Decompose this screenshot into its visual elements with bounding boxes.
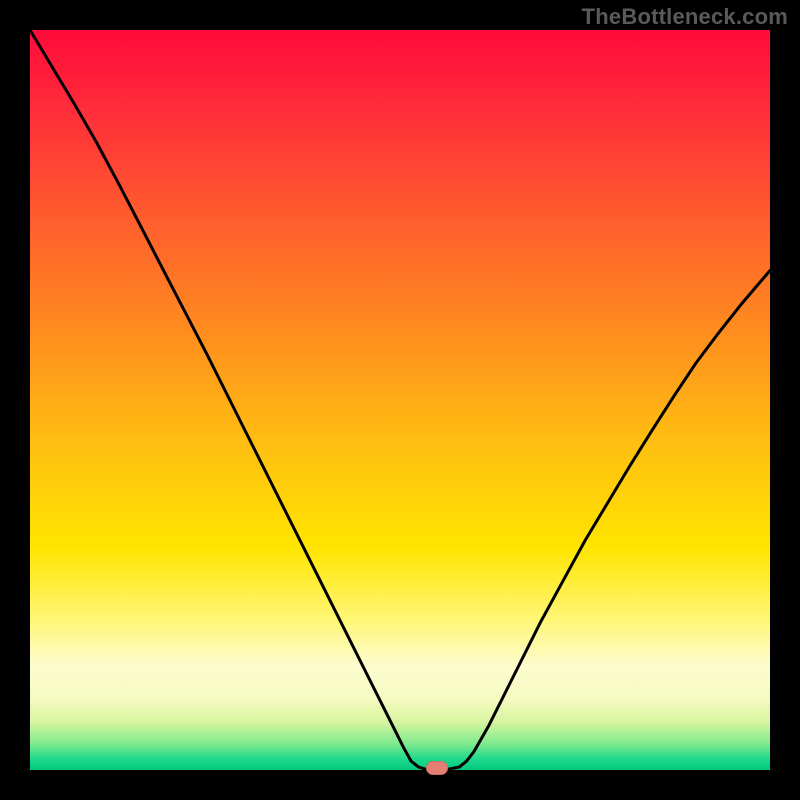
background-gradient	[30, 30, 770, 770]
curve-minimum-marker	[426, 761, 448, 775]
watermark-text: TheBottleneck.com	[582, 4, 788, 30]
chart-canvas: TheBottleneck.com	[0, 0, 800, 800]
plot-area	[30, 30, 770, 770]
